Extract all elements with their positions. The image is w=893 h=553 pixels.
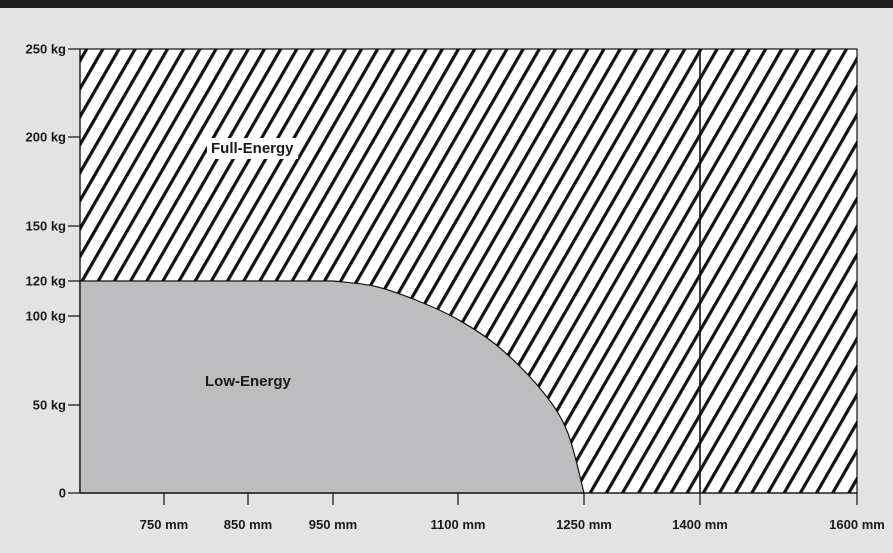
- y-tick-label: 50 kg: [33, 398, 66, 413]
- region-labels: Full-Energy Low-Energy: [205, 138, 299, 390]
- x-tick-label: 950 mm: [309, 517, 357, 532]
- y-tick-label: 200 kg: [26, 130, 67, 145]
- y-tick-label: 150 kg: [26, 219, 67, 234]
- title-bar: [0, 0, 893, 8]
- x-tick-label: 1600 mm: [829, 517, 885, 532]
- plot-area: [79, 48, 858, 494]
- x-tick-label: 850 mm: [224, 517, 272, 532]
- x-tick-label: 750 mm: [140, 517, 188, 532]
- y-tick-label: 0: [59, 486, 66, 501]
- x-tick-label: 1250 mm: [556, 517, 612, 532]
- full-energy-label-background: [207, 138, 299, 159]
- axes: 0 50 kg 100 kg 120 kg 150 kg 200 kg 250 kg 750 …: [26, 42, 885, 533]
- full-energy-label: Full-Energy: [211, 140, 294, 157]
- y-tick-label: 100 kg: [26, 309, 67, 324]
- low-energy-label: Low-Energy: [205, 373, 291, 390]
- x-tick-label: 1100 mm: [431, 517, 486, 532]
- y-tick-label: 250 kg: [26, 42, 67, 57]
- y-tick-label: 120 kg: [26, 274, 67, 289]
- low-energy-region: [79, 280, 585, 494]
- x-tick-label: 1400 mm: [672, 517, 728, 532]
